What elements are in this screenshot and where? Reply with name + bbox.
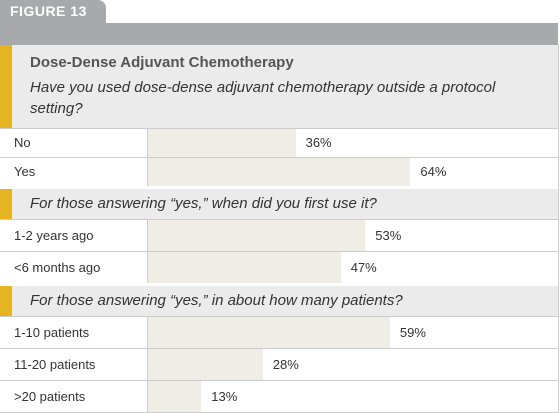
category-label: 1-2 years ago: [0, 220, 148, 251]
value-label: 64%: [420, 164, 447, 179]
value-label: 47%: [350, 260, 377, 275]
bar-area: 36%: [148, 129, 558, 157]
bar-area: 64%: [148, 158, 558, 186]
row: 1-10 patients 59%: [0, 316, 558, 348]
bar-area: 59%: [148, 317, 558, 348]
bar: [148, 349, 263, 380]
bar: [148, 220, 366, 251]
category-label: 1-10 patients: [0, 317, 148, 348]
header-strip: [0, 23, 558, 45]
category-label: No: [0, 129, 148, 157]
row: 1-2 years ago 53%: [0, 219, 558, 251]
category-label: <6 months ago: [0, 252, 148, 283]
accent-bar: [0, 45, 12, 128]
chart-title: Dose-Dense Adjuvant Chemotherapy: [30, 54, 294, 71]
section-header: Dose-Dense Adjuvant Chemotherapy Have you…: [0, 45, 558, 128]
category-label: >20 patients: [0, 381, 148, 412]
figure-label: FIGURE 13: [0, 0, 106, 23]
accent-bar: [0, 189, 12, 219]
category-label: 11-20 patients: [0, 349, 148, 380]
bar: [148, 381, 202, 412]
value-label: 59%: [399, 325, 426, 340]
row: <6 months ago 47%: [0, 251, 558, 283]
question: For those answering “yes,” when did you …: [30, 195, 377, 212]
value-label: 28%: [272, 357, 299, 372]
bar-area: 53%: [148, 220, 558, 251]
section-header: For those answering “yes,” when did you …: [0, 186, 558, 219]
bar-area: 47%: [148, 252, 558, 283]
value-label: 36%: [305, 135, 332, 150]
figure-body: Dose-Dense Adjuvant Chemotherapy Have you…: [0, 45, 559, 413]
row: 11-20 patients 28%: [0, 348, 558, 380]
category-label: Yes: [0, 158, 148, 186]
accent-bar: [0, 286, 12, 316]
bar: [148, 129, 296, 157]
value-label: 13%: [211, 389, 238, 404]
row: Yes 64%: [0, 157, 558, 186]
bar: [148, 252, 341, 283]
bar: [148, 158, 411, 186]
bar-area: 28%: [148, 349, 558, 380]
section-header: For those answering “yes,” in about how …: [0, 283, 558, 316]
bar: [148, 317, 390, 348]
row: No 36%: [0, 128, 558, 157]
value-label: 53%: [375, 228, 402, 243]
question: For those answering “yes,” in about how …: [30, 292, 403, 309]
row: >20 patients 13%: [0, 380, 558, 412]
question: Have you used dose-dense adjuvant chemot…: [30, 79, 496, 117]
bar-area: 13%: [148, 381, 558, 412]
